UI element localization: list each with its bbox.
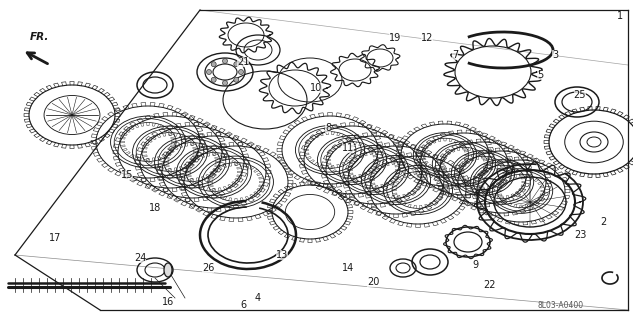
Text: 2: 2 — [600, 217, 606, 227]
Text: 24: 24 — [134, 253, 146, 263]
Text: 12: 12 — [421, 33, 433, 43]
Ellipse shape — [164, 263, 172, 277]
Text: 26: 26 — [202, 263, 214, 273]
Text: 6: 6 — [240, 300, 246, 310]
Text: 17: 17 — [49, 233, 61, 243]
Text: 7: 7 — [452, 50, 458, 60]
Text: 25: 25 — [573, 90, 586, 100]
Text: 13: 13 — [276, 250, 288, 260]
Text: 21: 21 — [237, 57, 249, 67]
Text: 11: 11 — [342, 143, 354, 153]
Text: 16: 16 — [162, 297, 174, 307]
Text: 15: 15 — [121, 170, 133, 180]
Circle shape — [206, 69, 211, 75]
Circle shape — [211, 62, 216, 67]
Circle shape — [223, 81, 227, 85]
Text: 10: 10 — [310, 83, 322, 93]
Circle shape — [234, 77, 239, 82]
Text: 18: 18 — [149, 203, 161, 213]
Circle shape — [211, 77, 216, 82]
Text: 23: 23 — [573, 230, 586, 240]
Text: FR.: FR. — [30, 32, 49, 42]
Text: 3: 3 — [552, 50, 558, 60]
Text: 22: 22 — [484, 280, 496, 290]
Circle shape — [223, 59, 227, 63]
Circle shape — [239, 69, 244, 75]
Text: 8: 8 — [325, 123, 331, 133]
Text: 9: 9 — [472, 260, 478, 270]
Text: 20: 20 — [367, 277, 379, 287]
Text: 14: 14 — [342, 263, 354, 273]
Text: 5: 5 — [537, 70, 543, 80]
Text: 8L03-A0400: 8L03-A0400 — [537, 300, 583, 309]
Circle shape — [234, 62, 239, 67]
Text: 1: 1 — [617, 11, 623, 21]
Text: 4: 4 — [255, 293, 261, 303]
Text: 19: 19 — [389, 33, 401, 43]
